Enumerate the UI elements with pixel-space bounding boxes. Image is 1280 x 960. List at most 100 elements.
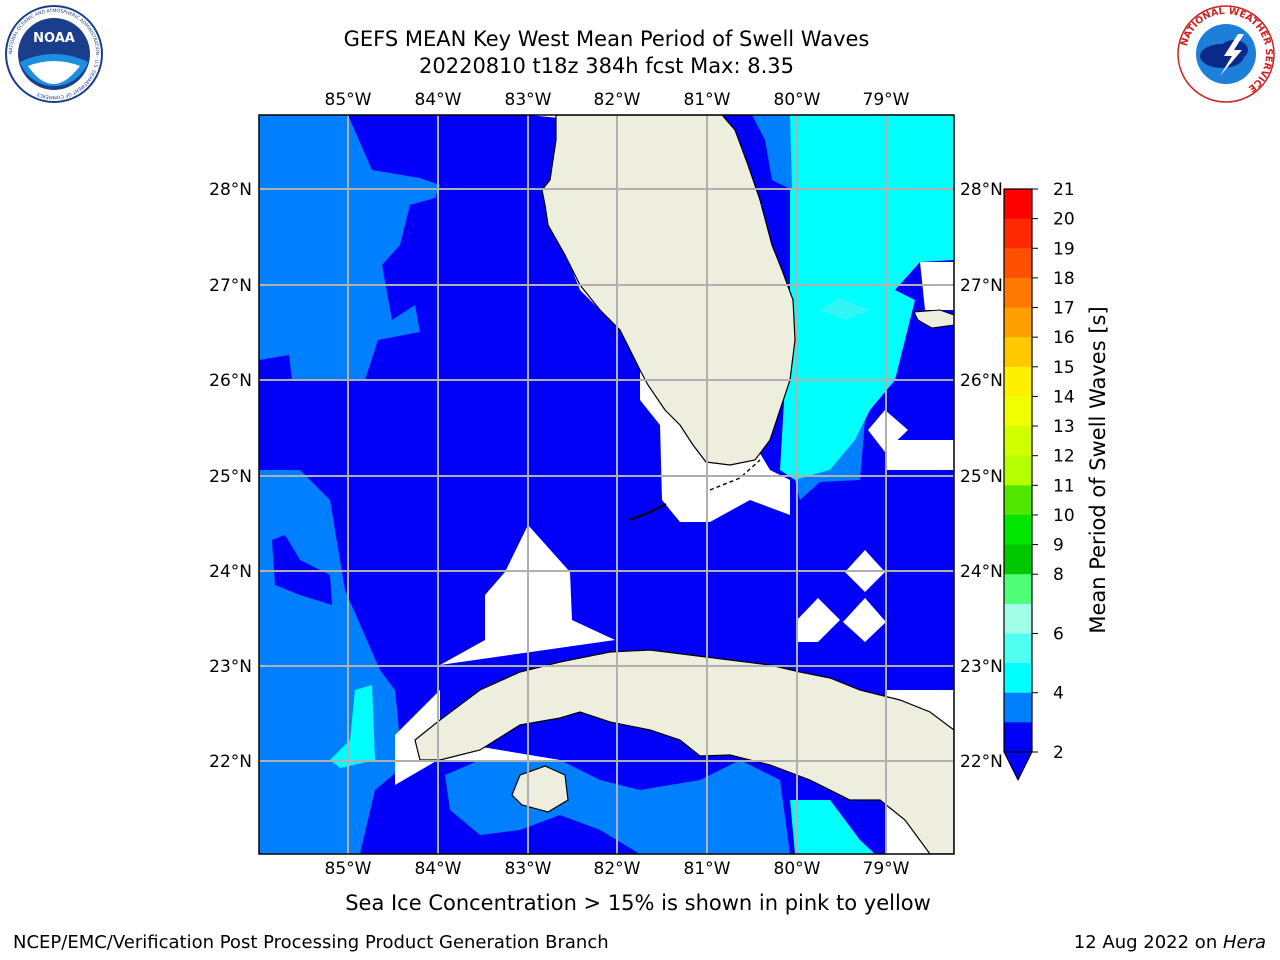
- colorbar-tick-label: 12: [1053, 447, 1075, 467]
- florida-keys: [629, 503, 667, 521]
- lat-label-left: 25°N: [209, 467, 252, 487]
- colorbar-tick-label: 13: [1053, 417, 1075, 437]
- colorbar-tick-label: 17: [1053, 299, 1075, 319]
- colorbar-tick-label: 11: [1053, 476, 1075, 496]
- host-name: Hera: [1222, 932, 1266, 953]
- contour-8-9-east: [820, 298, 870, 320]
- florida-land: [541, 115, 796, 466]
- colorbar-band: [1004, 337, 1032, 368]
- colorbar-band: [1004, 722, 1032, 753]
- colorbar-band: [1004, 574, 1032, 605]
- map-title: GEFS MEAN Key West Mean Period of Swell …: [343, 27, 870, 51]
- colorbar-tick-label: 8: [1053, 565, 1064, 585]
- colorbar-band: [1004, 189, 1032, 220]
- graticule: [259, 115, 954, 854]
- noaa-logo-icon: NOAA NATIONAL OCEANIC AND ATMOSPHERIC AD…: [5, 5, 103, 103]
- lon-label-bottom: 80°W: [774, 859, 821, 879]
- colorbar-band: [1004, 603, 1032, 634]
- contour-6-8-south: [790, 800, 875, 854]
- lat-label-right: 27°N: [960, 276, 1003, 296]
- colorbar-label: Mean Period of Swell Waves [s]: [1086, 306, 1110, 633]
- lat-label-right: 22°N: [960, 752, 1003, 772]
- lat-labels-right: 28°N 27°N 26°N 25°N 24°N 23°N 22°N: [960, 180, 1003, 772]
- colorbar-band: [1004, 485, 1032, 516]
- lon-label-bottom: 81°W: [684, 859, 731, 879]
- generation-date: 12 Aug 2022 on Hera: [1074, 932, 1266, 953]
- colorbar-band: [1004, 692, 1032, 723]
- lon-label-bottom: 84°W: [415, 859, 462, 879]
- colorbar-tick-label: 18: [1053, 269, 1075, 289]
- colorbar-tick-label: 4: [1053, 684, 1064, 704]
- colorbar-band: [1004, 366, 1032, 397]
- colorbar-ticks: 21 20 19 18 17 16 15 14 13 12 11 10 9 8 6 4 2: [1032, 180, 1075, 763]
- lat-label-right: 28°N: [960, 180, 1003, 200]
- colorbar-tick-label: 21: [1053, 180, 1075, 200]
- lat-label-left: 28°N: [209, 180, 252, 200]
- lat-label-left: 24°N: [209, 562, 252, 582]
- map-frame: [258, 114, 955, 855]
- lon-label-top: 81°W: [684, 90, 731, 110]
- producer-credit: NCEP/EMC/Verification Post Processing Pr…: [13, 932, 609, 953]
- lat-label-left: 27°N: [209, 276, 252, 296]
- colorbar-band: [1004, 277, 1032, 309]
- lon-label-top: 80°W: [774, 90, 821, 110]
- lat-label-right: 25°N: [960, 467, 1003, 487]
- florida-keys-2: [709, 459, 761, 491]
- colorbar-tick-label: 19: [1053, 239, 1075, 259]
- lat-label-left: 23°N: [209, 657, 252, 677]
- lat-label-right: 24°N: [960, 562, 1003, 582]
- colorbar-tick-label: 14: [1053, 387, 1075, 407]
- contour-6-8-east: [780, 115, 954, 480]
- lon-label-bottom: 83°W: [505, 859, 552, 879]
- colorbar-min-extension: [1003, 751, 1033, 782]
- colorbar-band: [1004, 248, 1032, 279]
- colorbar-tick-label: 10: [1053, 506, 1075, 526]
- isla-juventud-land: [511, 765, 569, 813]
- lon-label-bottom: 79°W: [863, 859, 910, 879]
- bahamas-land: [913, 309, 954, 329]
- colorbar-band: [1004, 455, 1032, 486]
- colorbar-band: [1004, 514, 1032, 546]
- colorbar-tick-label: 2: [1053, 743, 1064, 763]
- lon-label-bottom: 82°W: [594, 859, 641, 879]
- lat-label-left: 26°N: [209, 371, 252, 391]
- generation-date-text: 12 Aug 2022 on: [1073, 932, 1223, 953]
- colorbar-band: [1004, 663, 1032, 694]
- contour-2-4-east-2: [795, 420, 865, 500]
- noaa-logo-text: NOAA: [33, 31, 75, 46]
- contour-2-4-west: [259, 115, 440, 854]
- lon-label-top: 85°W: [325, 90, 372, 110]
- contour-6-8-west: [330, 685, 375, 768]
- colorbar-tick-label: 9: [1053, 536, 1064, 556]
- lon-label-top: 84°W: [415, 90, 462, 110]
- lat-label-right: 23°N: [960, 657, 1003, 677]
- colorbar-tick-label: 6: [1053, 624, 1064, 644]
- cuba-land: [414, 649, 954, 854]
- lat-label-right: 26°N: [960, 371, 1003, 391]
- lat-labels-left: 28°N 27°N 26°N 25°N 24°N 23°N 22°N: [209, 180, 252, 772]
- nws-logo-icon: NATIONAL WEATHER SERVICE: [1177, 5, 1275, 103]
- forecast-subtitle: 20220810 t18z 384h fcst Max: 8.35: [419, 54, 794, 78]
- contour-2-4-east: [752, 115, 792, 190]
- colorbar-band: [1004, 633, 1032, 664]
- lon-labels-bottom: 85°W 84°W 83°W 82°W 81°W 80°W 79°W: [325, 859, 910, 879]
- lon-label-top: 82°W: [594, 90, 641, 110]
- lon-label-top: 83°W: [505, 90, 552, 110]
- lon-labels-top: 85°W 84°W 83°W 82°W 81°W 80°W 79°W: [325, 90, 910, 110]
- sea-ice-note: Sea Ice Concentration > 15% is shown in …: [345, 891, 931, 915]
- map-fill-layer: [259, 115, 954, 854]
- colorbar-band: [1004, 426, 1032, 457]
- colorbar-band: [1004, 218, 1032, 249]
- colorbar-frame: [1003, 188, 1033, 753]
- colorbar-tick-label: 15: [1053, 358, 1075, 378]
- lat-label-left: 22°N: [209, 752, 252, 772]
- lon-label-bottom: 85°W: [325, 859, 372, 879]
- colorbar-bands: [1004, 189, 1032, 753]
- colorbar-band: [1004, 544, 1032, 575]
- colorbar-tick-label: 20: [1053, 210, 1075, 230]
- colorbar-tick-label: 16: [1053, 328, 1075, 348]
- colorbar-band: [1004, 396, 1032, 427]
- lon-label-top: 79°W: [863, 90, 910, 110]
